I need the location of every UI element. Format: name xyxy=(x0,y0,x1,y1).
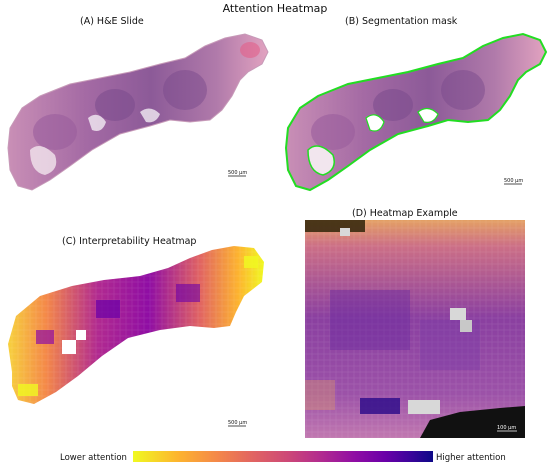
figure-title: Attention Heatmap xyxy=(222,2,328,15)
panel-d-title: (D) Heatmap Example xyxy=(352,208,458,219)
panel-d-scale-label: 100 µm xyxy=(497,425,516,431)
attention-colorbar xyxy=(133,451,433,462)
panel-b-scale-label: 500 µm xyxy=(504,178,523,184)
panel-d-example: 100 µm xyxy=(305,220,525,438)
panel-a-scale-label: 500 µm xyxy=(228,170,247,176)
panel-c-heatmap: 500 µm xyxy=(8,246,264,427)
panel-b-title: (B) Segmentation mask xyxy=(345,16,458,27)
colorbar-low-label: Lower attention xyxy=(60,453,127,463)
panel-c-scale-label: 500 µm xyxy=(228,420,247,426)
panel-c-title: (C) Interpretability Heatmap xyxy=(62,236,197,247)
colorbar-high-label: Higher attention xyxy=(436,453,506,463)
segmented-tissue xyxy=(284,32,548,192)
panel-b-slide: 500 µm xyxy=(284,32,548,192)
panel-a-slide: 500 µm xyxy=(7,33,269,191)
panel-a-title: (A) H&E Slide xyxy=(80,16,144,27)
tissue-section xyxy=(7,33,269,191)
